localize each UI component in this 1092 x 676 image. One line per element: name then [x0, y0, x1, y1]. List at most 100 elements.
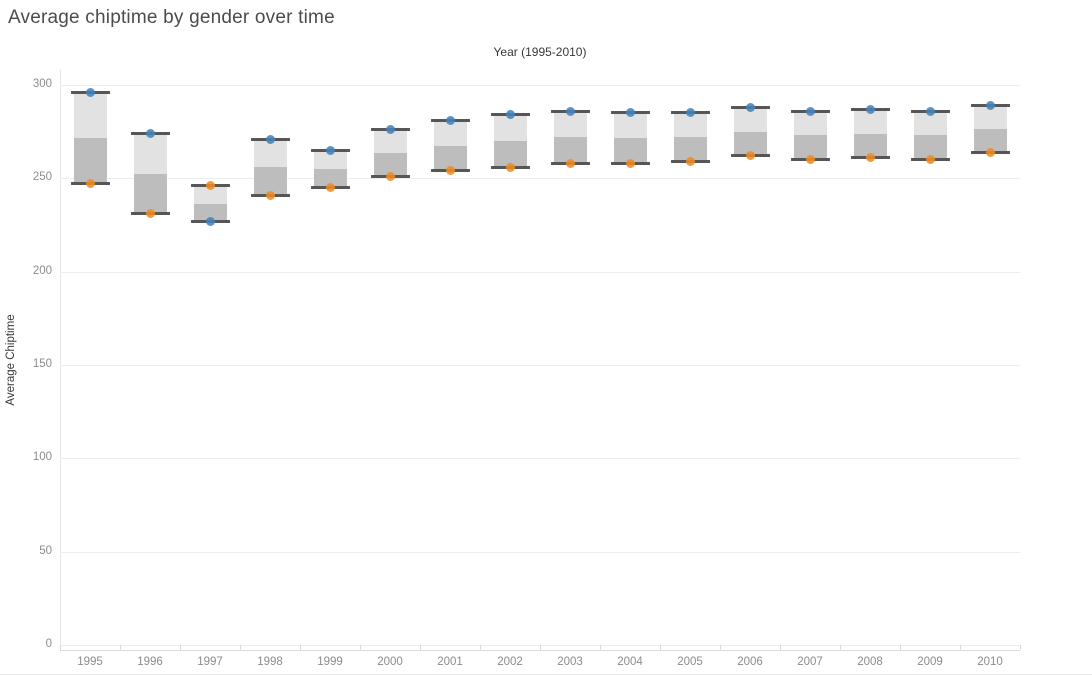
x-tick-label-2005: 2005 — [677, 656, 703, 668]
orange-dot-2008[interactable] — [865, 153, 875, 163]
x-tick-mark — [240, 645, 241, 650]
bar-band-light — [373, 129, 407, 154]
blue-dot-2002[interactable] — [505, 110, 515, 120]
gantt-bar-1999[interactable] — [313, 150, 347, 188]
x-tick-mark — [60, 645, 61, 650]
x-tick-label-1995: 1995 — [77, 656, 103, 668]
blue-dot-1998[interactable] — [265, 134, 275, 144]
x-tick-label-2002: 2002 — [497, 656, 523, 668]
x-axis-line — [60, 650, 1020, 651]
gantt-bar-2007[interactable] — [793, 111, 827, 160]
orange-dot-1998[interactable] — [265, 190, 275, 200]
blue-dot-2010[interactable] — [985, 101, 995, 111]
orange-dot-2003[interactable] — [565, 158, 575, 168]
gantt-bar-2010[interactable] — [973, 105, 1007, 153]
gridline-250 — [60, 178, 1020, 180]
y-axis-line — [60, 70, 61, 650]
blue-dot-2008[interactable] — [865, 104, 875, 114]
bar-band-dark — [973, 128, 1007, 153]
orange-dot-1999[interactable] — [325, 183, 335, 193]
orange-dot-2007[interactable] — [805, 155, 815, 165]
x-tick-label-2004: 2004 — [617, 656, 643, 668]
orange-dot-1995[interactable] — [85, 179, 95, 189]
gantt-bar-2004[interactable] — [613, 112, 647, 164]
bar-band-light — [613, 112, 647, 139]
x-axis-title: Year (1995-2010) — [493, 45, 587, 59]
x-tick-mark — [780, 645, 781, 650]
gantt-bar-2009[interactable] — [913, 111, 947, 160]
gridline-200 — [60, 271, 1020, 273]
bar-band-light — [973, 105, 1007, 129]
gantt-bar-2000[interactable] — [373, 129, 407, 177]
orange-dot-1997[interactable] — [205, 181, 215, 191]
bar-band-dark — [313, 168, 347, 188]
blue-dot-1999[interactable] — [325, 145, 335, 155]
gantt-bar-2002[interactable] — [493, 114, 527, 168]
y-tick-label-150: 150 — [32, 357, 52, 370]
x-tick-mark — [840, 645, 841, 650]
gantt-bar-2001[interactable] — [433, 120, 467, 171]
gridline-150 — [60, 364, 1020, 366]
x-tick-label-1998: 1998 — [257, 656, 283, 668]
y-tick-label-50: 50 — [39, 544, 52, 557]
blue-dot-1997[interactable] — [205, 216, 215, 226]
gridline-50 — [60, 551, 1020, 553]
x-tick-mark — [360, 645, 361, 650]
gantt-bar-2005[interactable] — [673, 112, 707, 162]
gantt-bar-1996[interactable] — [133, 133, 167, 214]
orange-dot-2009[interactable] — [925, 155, 935, 165]
orange-dot-2002[interactable] — [505, 162, 515, 172]
orange-dot-2010[interactable] — [985, 147, 995, 157]
gantt-bar-1997[interactable] — [193, 185, 227, 222]
x-tick-mark — [480, 645, 481, 650]
blue-dot-2005[interactable] — [685, 108, 695, 118]
x-tick-mark — [540, 645, 541, 650]
x-tick-label-2008: 2008 — [857, 656, 883, 668]
bar-band-dark — [133, 173, 167, 214]
x-tick-label-1996: 1996 — [137, 656, 163, 668]
blue-dot-2007[interactable] — [805, 106, 815, 116]
bar-band-light — [253, 139, 287, 168]
orange-dot-2001[interactable] — [445, 166, 455, 176]
gantt-bar-2006[interactable] — [733, 107, 767, 156]
gantt-bar-2008[interactable] — [853, 109, 887, 158]
y-tick-label-100: 100 — [32, 451, 52, 464]
x-tick-mark — [720, 645, 721, 650]
gridline-100 — [60, 458, 1020, 460]
blue-dot-2001[interactable] — [445, 115, 455, 125]
blue-dot-2003[interactable] — [565, 106, 575, 116]
orange-dot-2004[interactable] — [625, 158, 635, 168]
orange-dot-1996[interactable] — [145, 209, 155, 219]
x-tick-mark — [600, 645, 601, 650]
x-tick-mark — [960, 645, 961, 650]
x-tick-label-2000: 2000 — [377, 656, 403, 668]
gantt-bar-1998[interactable] — [253, 139, 287, 196]
bar-band-light — [73, 92, 107, 139]
blue-dot-2006[interactable] — [745, 102, 755, 112]
gridline-300 — [60, 84, 1020, 86]
x-tick-mark — [180, 645, 181, 650]
blue-dot-2000[interactable] — [385, 125, 395, 135]
bar-band-dark — [253, 167, 287, 196]
x-tick-mark — [660, 645, 661, 650]
gantt-bar-2003[interactable] — [553, 111, 587, 164]
y-tick-label-300: 300 — [32, 77, 52, 90]
gantt-bar-1995[interactable] — [73, 92, 107, 184]
bar-band-dark — [193, 203, 227, 222]
x-tick-label-2001: 2001 — [437, 656, 463, 668]
chart-title: Average chiptime by gender over time — [8, 7, 335, 28]
x-tick-label-2009: 2009 — [917, 656, 943, 668]
blue-dot-2009[interactable] — [925, 106, 935, 116]
x-tick-label-2003: 2003 — [557, 656, 583, 668]
orange-dot-2006[interactable] — [745, 151, 755, 161]
bar-band-light — [673, 112, 707, 138]
x-tick-label-1997: 1997 — [197, 656, 223, 668]
x-tick-mark — [120, 645, 121, 650]
orange-dot-2000[interactable] — [385, 171, 395, 181]
orange-dot-2005[interactable] — [685, 157, 695, 167]
blue-dot-2004[interactable] — [625, 108, 635, 118]
blue-dot-1995[interactable] — [85, 87, 95, 97]
x-tick-mark — [900, 645, 901, 650]
blue-dot-1996[interactable] — [145, 129, 155, 139]
